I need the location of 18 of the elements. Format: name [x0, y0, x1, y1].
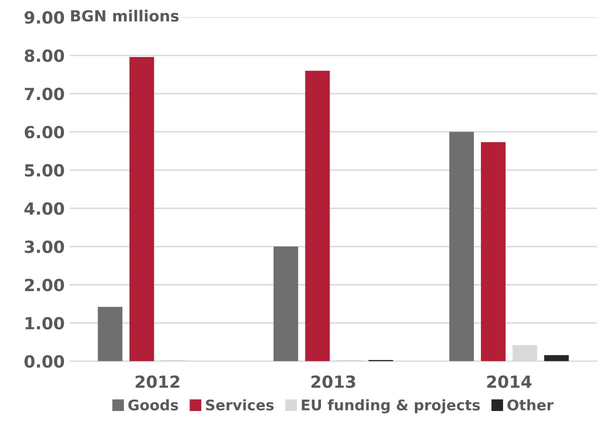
y-tick-label: 9.00 [24, 11, 64, 24]
y-axis-title: BGN millions [71, 10, 179, 22]
y-tick-label: 8.00 [24, 49, 64, 62]
legend-label: Services [206, 399, 274, 410]
x-tick-label: 2012 [136, 375, 180, 388]
legend-label: Goods [128, 399, 178, 410]
y-tick-label: 4.00 [24, 202, 64, 215]
y-tick-label: 7.00 [24, 88, 64, 100]
legend-label: EU funding & projects [302, 399, 480, 414]
y-tick-label: 6.00 [24, 126, 64, 138]
legend-label: Other [507, 399, 554, 410]
y-tick-label: 3.00 [24, 240, 64, 254]
y-tick-label: 2.00 [25, 278, 64, 292]
y-tick-label: 0.00 [24, 355, 64, 368]
x-tick-label: 2014 [487, 375, 532, 388]
x-tick-label: 2013 [311, 375, 356, 388]
y-tick-label: 1.00 [26, 316, 64, 330]
y-tick-label: 5.00 [24, 164, 64, 177]
